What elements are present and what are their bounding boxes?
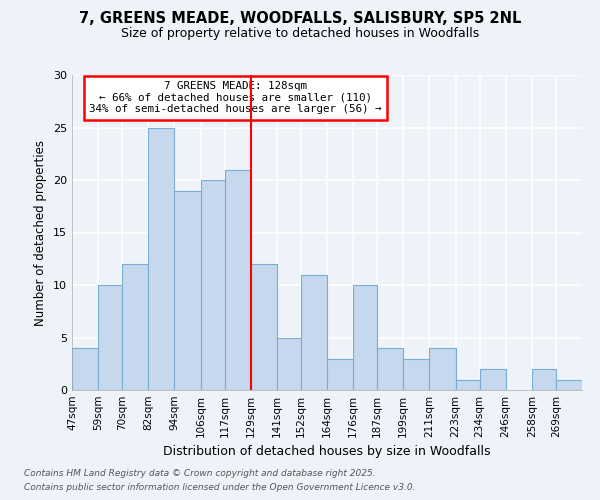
Bar [175, 190, 200, 390]
Y-axis label: Number of detached properties: Number of detached properties [34, 140, 47, 326]
Bar [122, 264, 148, 390]
Bar [532, 369, 556, 390]
Bar [556, 380, 582, 390]
Bar [403, 358, 430, 390]
Bar [455, 380, 479, 390]
Bar [224, 170, 251, 390]
Text: Contains HM Land Registry data © Crown copyright and database right 2025.: Contains HM Land Registry data © Crown c… [24, 468, 376, 477]
Bar [301, 274, 327, 390]
Bar [377, 348, 403, 390]
Bar [148, 128, 175, 390]
Bar [327, 358, 353, 390]
Bar [72, 348, 98, 390]
Bar [430, 348, 455, 390]
Bar [251, 264, 277, 390]
Bar [479, 369, 506, 390]
Text: Contains public sector information licensed under the Open Government Licence v3: Contains public sector information licen… [24, 484, 415, 492]
Text: 7 GREENS MEADE: 128sqm
← 66% of detached houses are smaller (110)
34% of semi-de: 7 GREENS MEADE: 128sqm ← 66% of detached… [89, 82, 382, 114]
Text: Size of property relative to detached houses in Woodfalls: Size of property relative to detached ho… [121, 28, 479, 40]
X-axis label: Distribution of detached houses by size in Woodfalls: Distribution of detached houses by size … [163, 446, 491, 458]
Text: 7, GREENS MEADE, WOODFALLS, SALISBURY, SP5 2NL: 7, GREENS MEADE, WOODFALLS, SALISBURY, S… [79, 11, 521, 26]
Bar [353, 285, 377, 390]
Bar [277, 338, 301, 390]
Bar [98, 285, 122, 390]
Bar [200, 180, 224, 390]
